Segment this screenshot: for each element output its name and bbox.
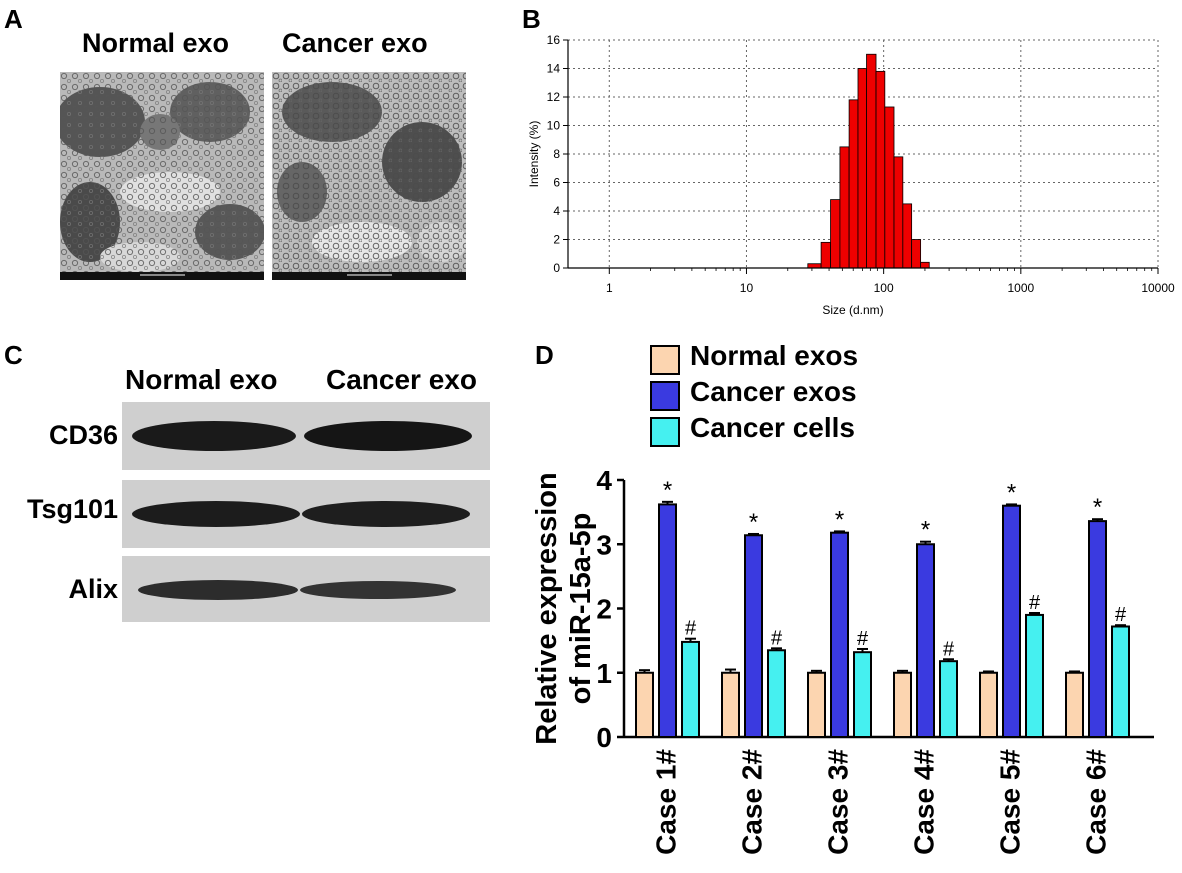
significance-mark: * (835, 506, 844, 533)
bar (744, 534, 763, 738)
bar (830, 531, 849, 738)
wb-strip-alix (122, 556, 490, 622)
y-tick-label: 8 (553, 147, 560, 161)
y-tick-label: 0 (596, 722, 612, 753)
y-tick-label: 2 (553, 233, 560, 247)
significance-mark: # (685, 618, 697, 640)
y-axis-label-line2: of miR-15a-5p (565, 513, 597, 705)
significance-mark: * (1007, 479, 1016, 506)
legend-label-normal-exos: Normal exos (690, 340, 859, 371)
bar (721, 671, 740, 738)
y-tick-label: 12 (547, 90, 561, 104)
histogram-bar (807, 263, 822, 269)
wb-column-normal: Normal exo (125, 364, 278, 395)
bar (1025, 613, 1044, 738)
significance-mark: # (943, 638, 955, 660)
legend-label-cancer-exos: Cancer exos (690, 376, 857, 407)
legend-label-cancer-cells: Cancer cells (690, 412, 855, 443)
bar (916, 543, 935, 738)
wb-strip-tsg101 (122, 480, 490, 548)
histogram-bar (884, 106, 895, 269)
x-tick-label: 100 (874, 281, 894, 295)
histogram-bar (902, 203, 913, 269)
legend-swatch-cancer-cells (650, 417, 680, 447)
significance-mark: * (921, 517, 930, 544)
x-tick-label: 1000 (1007, 281, 1034, 295)
wb-row-tsg101: Tsg101 (26, 494, 118, 524)
bar (658, 503, 677, 739)
histogram-bar (857, 68, 867, 269)
significance-mark: # (771, 627, 783, 649)
histogram-bar (920, 261, 930, 269)
tem-label-normal: Normal exo (82, 28, 230, 58)
x-tick-label: 1 (606, 281, 613, 295)
wb-row-alix: Alix (68, 574, 118, 604)
wb-row-cd36: CD36 (48, 420, 118, 450)
x-category-label: Case 3# (823, 749, 854, 855)
wb-strip-cd36 (122, 402, 490, 470)
histogram-bar (820, 241, 831, 269)
x-category-label: Case 6# (1081, 749, 1112, 855)
legend-swatch-normal-exos (650, 345, 680, 375)
bar (807, 671, 826, 738)
bar (893, 671, 912, 738)
legend-swatch-cancer-exos (650, 381, 680, 411)
significance-mark: # (857, 628, 869, 650)
y-tick-label: 0 (553, 261, 560, 275)
wb-column-cancer: Cancer exo (326, 364, 477, 395)
y-tick-label: 1 (596, 658, 612, 689)
tem-image-normal (55, 72, 265, 280)
y-tick-label: 6 (553, 176, 560, 190)
histogram-bar (866, 53, 877, 269)
histogram-bar (830, 199, 841, 269)
y-tick-label: 14 (547, 62, 561, 76)
significance-mark: * (749, 509, 758, 536)
x-category-label: Case 2# (737, 749, 768, 855)
y-tick-label: 16 (547, 33, 561, 47)
x-category-label: Case 4# (909, 749, 940, 855)
bar (1065, 671, 1084, 738)
bar (635, 671, 654, 738)
tem-image-cancer (272, 72, 467, 280)
significance-mark: * (663, 477, 672, 504)
y-tick-label: 4 (553, 204, 560, 218)
y-axis-label: Intensity (%) (527, 121, 541, 188)
histogram-bar (875, 70, 886, 269)
tem-label-cancer: Cancer exo (282, 28, 428, 58)
x-tick-label: 10000 (1141, 281, 1175, 295)
panel-letter-d: D (535, 340, 554, 370)
histogram-bar (911, 239, 922, 269)
bar (939, 660, 958, 738)
histogram-bar (893, 156, 904, 269)
bar (681, 640, 700, 738)
x-category-label: Case 5# (995, 749, 1026, 855)
bar (1111, 625, 1130, 739)
chart-size-distribution: 0 2 4 6 8 10 12 14 16 1 10 100 1000 10000 Size (d.nm) I… (520, 28, 1175, 328)
panel-letter-a: A (4, 4, 23, 34)
bar (1088, 520, 1107, 739)
bar (979, 671, 998, 738)
significance-mark: # (1029, 592, 1041, 614)
significance-mark: * (1093, 494, 1102, 521)
y-tick-label: 3 (596, 529, 612, 560)
y-tick-label: 2 (596, 594, 612, 625)
x-axis-label: Size (d.nm) (822, 303, 883, 317)
x-tick-label: 10 (740, 281, 754, 295)
y-tick-label: 4 (596, 465, 612, 496)
bar (853, 651, 872, 738)
bar (767, 649, 786, 738)
x-category-label: Case 1# (651, 749, 682, 855)
bar (1002, 504, 1021, 738)
significance-mark: # (1115, 604, 1127, 626)
histogram-bar (839, 146, 850, 269)
y-axis-label-line1: Relative expression (531, 472, 563, 744)
chart-mir15a-expression: 0 1 2 3 4 Relative expression of miR-15a-5p * # C… (520, 440, 1182, 868)
histogram-bar (848, 99, 859, 269)
panel-letter-b: B (522, 4, 541, 34)
panel-letter-c: C (4, 340, 23, 370)
y-tick-label: 10 (547, 119, 561, 133)
